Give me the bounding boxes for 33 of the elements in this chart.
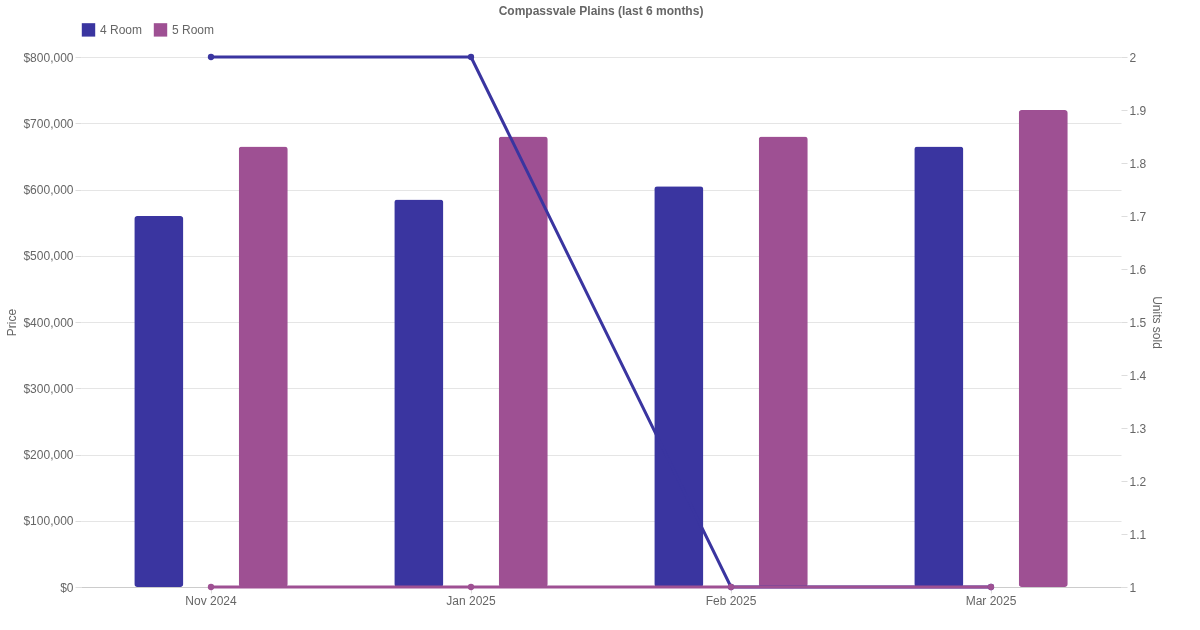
y2-tick-label: 1.3 xyxy=(1129,421,1147,436)
x-tick-label: Feb 2025 xyxy=(705,593,757,608)
legend-label: 4 Room xyxy=(100,22,143,37)
x-tick-label: Jan 2025 xyxy=(446,593,497,608)
y2-tick-label: 1.9 xyxy=(1129,103,1147,118)
x-tick-label: Nov 2024 xyxy=(185,593,238,608)
y-tick-label: $200,000 xyxy=(23,448,74,462)
bar xyxy=(914,146,964,587)
y2-tick-label: 1 xyxy=(1129,580,1137,595)
y-tick-label: $800,000 xyxy=(23,50,74,65)
x-tick-label: Mar 2025 xyxy=(965,593,1017,608)
y2-tick-label: 1.6 xyxy=(1129,262,1147,277)
bar xyxy=(1018,110,1068,587)
legend-label: 5 Room xyxy=(172,22,215,37)
y-tick-label: $600,000 xyxy=(23,183,74,197)
chart-title: Compassvale Plains (last 6 months) xyxy=(498,4,704,18)
y-tick-label: $100,000 xyxy=(23,514,74,529)
y2-tick-label: 1.8 xyxy=(1129,156,1147,171)
y-tick-label: $500,000 xyxy=(23,249,74,264)
y-tick-label: $0 xyxy=(60,580,74,595)
y-axis-title: Price xyxy=(5,308,20,337)
y-tick-label: $300,000 xyxy=(23,381,74,396)
y-tick-label: $700,000 xyxy=(23,116,74,131)
y2-axis-title: Units sold xyxy=(1150,296,1165,349)
bar xyxy=(394,199,444,587)
bar xyxy=(134,216,184,587)
y2-tick-label: 1.2 xyxy=(1129,474,1147,489)
y2-tick-label: 1.7 xyxy=(1129,209,1147,224)
y2-tick-label: 1.1 xyxy=(1129,527,1147,542)
y-tick-label: $400,000 xyxy=(23,315,74,330)
y2-tick-label: 1.5 xyxy=(1129,315,1147,330)
y2-tick-label: 1.4 xyxy=(1129,368,1147,383)
y2-tick-label: 2 xyxy=(1129,50,1137,65)
